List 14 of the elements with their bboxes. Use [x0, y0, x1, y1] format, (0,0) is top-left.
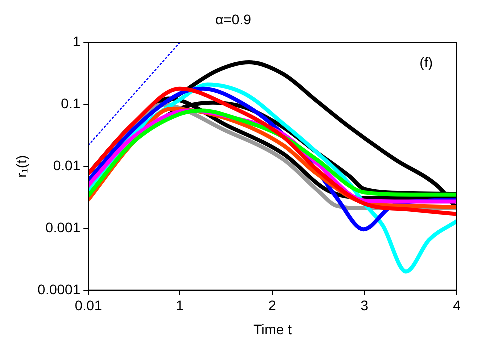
y-tick-label: 0.0001: [38, 281, 81, 298]
x-tick-label: 1: [176, 298, 184, 314]
y-tick-label: 1: [72, 34, 81, 50]
y-tick-label: 0.01: [53, 157, 81, 174]
y-axis-title: r₁(t): [13, 155, 30, 178]
x-axis-title: Time t: [254, 321, 292, 338]
x-tick-label: 3: [360, 298, 369, 314]
x-tick-label: 4: [453, 298, 462, 314]
y-tick-label: 0.1: [61, 96, 81, 112]
chart-title: α=0.9: [216, 11, 252, 28]
y-tick-label: 0.001: [46, 219, 81, 236]
x-tick-label: 0.01: [74, 298, 102, 314]
annotation: (f): [420, 54, 433, 71]
x-tick-label: 2: [268, 298, 276, 314]
